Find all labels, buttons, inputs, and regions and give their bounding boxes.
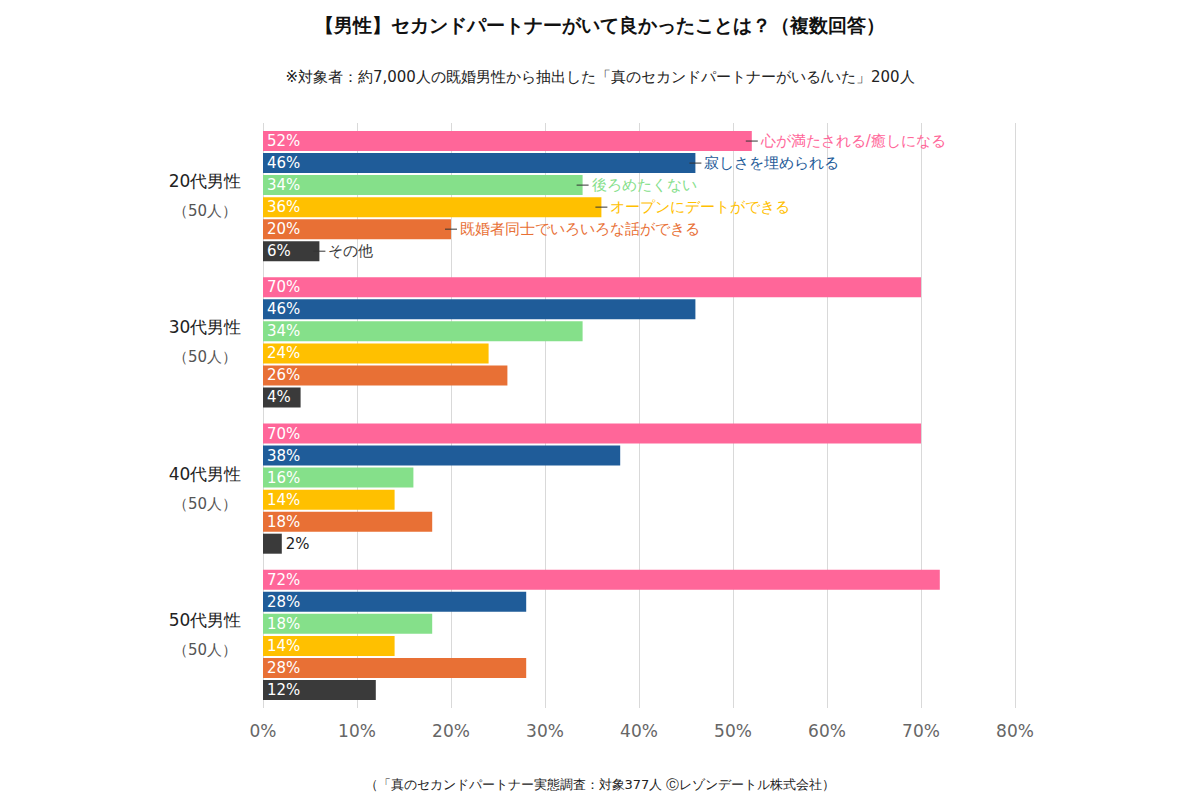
svg-text:6%: 6%: [267, 242, 291, 260]
svg-text:14%: 14%: [267, 491, 300, 509]
svg-text:28%: 28%: [267, 593, 300, 611]
svg-text:2%: 2%: [286, 535, 310, 553]
svg-text:【男性】セカンドパートナーがいて良かったことは？（複数回答）: 【男性】セカンドパートナーがいて良かったことは？（複数回答）: [315, 14, 885, 36]
svg-text:0%: 0%: [250, 721, 277, 741]
svg-text:34%: 34%: [267, 176, 300, 194]
svg-text:70%: 70%: [902, 721, 940, 741]
svg-text:24%: 24%: [267, 344, 300, 362]
svg-text:心が満たされる/癒しになる: 心が満たされる/癒しになる: [760, 132, 946, 150]
svg-text:80%: 80%: [996, 721, 1034, 741]
svg-text:20%: 20%: [267, 220, 300, 238]
svg-text:30%: 30%: [526, 721, 564, 741]
svg-text:40%: 40%: [620, 721, 658, 741]
svg-text:（50人）: （50人）: [173, 202, 237, 220]
svg-text:26%: 26%: [267, 366, 300, 384]
svg-text:36%: 36%: [267, 198, 300, 216]
svg-text:50代男性: 50代男性: [169, 610, 242, 630]
svg-text:38%: 38%: [267, 447, 300, 465]
svg-text:20代男性: 20代男性: [169, 171, 242, 191]
svg-text:20%: 20%: [432, 721, 470, 741]
svg-text:34%: 34%: [267, 322, 300, 340]
svg-text:その他: その他: [328, 242, 373, 260]
svg-text:寂しさを埋められる: 寂しさを埋められる: [704, 154, 839, 172]
svg-text:18%: 18%: [267, 513, 300, 531]
svg-text:※対象者：約7,000人の既婚男性から抽出した「真のセカンド: ※対象者：約7,000人の既婚男性から抽出した「真のセカンドパートナーがいる/い…: [285, 68, 914, 86]
svg-text:10%: 10%: [338, 721, 376, 741]
svg-text:28%: 28%: [267, 659, 300, 677]
svg-text:（「真のセカンドパートナー実態調査：対象377人 Ⓒレゾンデ: （「真のセカンドパートナー実態調査：対象377人 Ⓒレゾンデートル株式会社）: [365, 777, 836, 792]
svg-text:70%: 70%: [267, 278, 300, 296]
svg-text:30代男性: 30代男性: [169, 317, 242, 337]
svg-text:4%: 4%: [267, 388, 291, 406]
svg-text:46%: 46%: [267, 300, 300, 318]
svg-text:後ろめたくない: 後ろめたくない: [592, 176, 697, 194]
svg-text:46%: 46%: [267, 154, 300, 172]
svg-text:（50人）: （50人）: [173, 348, 237, 366]
svg-text:16%: 16%: [267, 469, 300, 487]
svg-text:50%: 50%: [714, 721, 752, 741]
svg-text:（50人）: （50人）: [173, 641, 237, 659]
svg-text:18%: 18%: [267, 615, 300, 633]
svg-text:40代男性: 40代男性: [169, 464, 242, 484]
svg-text:14%: 14%: [267, 637, 300, 655]
svg-text:70%: 70%: [267, 425, 300, 443]
svg-text:72%: 72%: [267, 571, 300, 589]
svg-text:52%: 52%: [267, 132, 300, 150]
svg-text:（50人）: （50人）: [173, 495, 237, 513]
svg-text:60%: 60%: [808, 721, 846, 741]
svg-text:既婚者同士でいろいろな話ができる: 既婚者同士でいろいろな話ができる: [460, 220, 700, 238]
svg-text:オープンにデートができる: オープンにデートができる: [610, 198, 790, 216]
svg-text:12%: 12%: [267, 681, 300, 699]
